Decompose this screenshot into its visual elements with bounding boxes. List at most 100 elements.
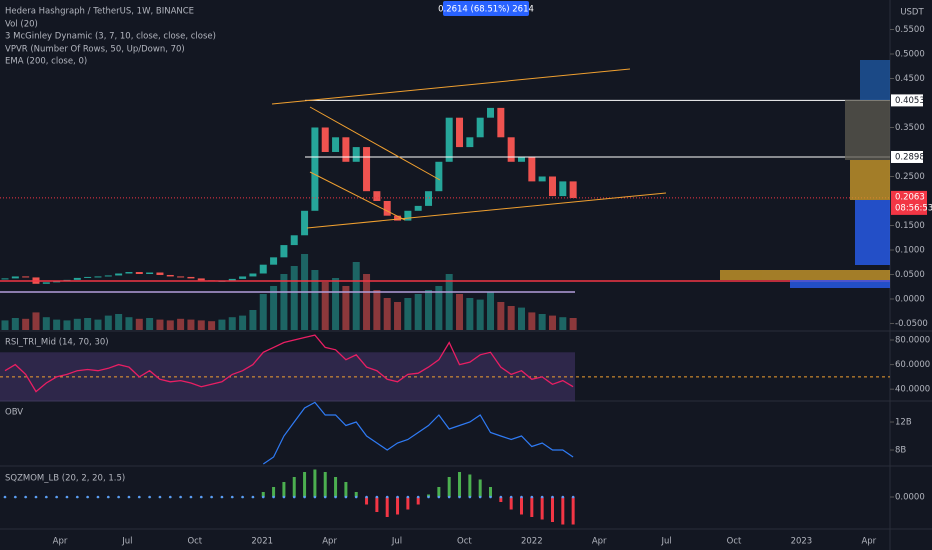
- volume-bar: [115, 314, 123, 330]
- squeeze-dot: [499, 495, 503, 499]
- obv-line: [262, 401, 574, 465]
- volume-bar: [332, 278, 340, 330]
- pane-title: SQZMOM_LB (20, 2, 20, 1.5): [5, 474, 125, 484]
- squeeze-dot: [447, 495, 451, 499]
- y-tick-label: 12B: [895, 418, 912, 428]
- momentum-bar: [540, 497, 544, 520]
- squeeze-dot: [365, 495, 368, 499]
- volume-bar: [11, 318, 19, 330]
- indicator-label: VPVR (Number Of Rows, 50, Up/Down, 70): [5, 45, 185, 55]
- trend-line: [306, 192, 667, 229]
- squeeze-dot: [323, 495, 327, 499]
- momentum-bar: [344, 482, 348, 497]
- candle: [569, 181, 577, 199]
- y-tick-label: 0.0000: [895, 493, 925, 503]
- squeeze-dot: [478, 495, 482, 499]
- x-tick-label: Apr: [322, 537, 337, 547]
- squeeze-dot: [158, 495, 162, 499]
- y-tick-label: 80.0000: [895, 336, 930, 346]
- momentum-bar: [447, 477, 451, 497]
- y-tick-label: 0.2500: [895, 172, 925, 182]
- volume-bar: [208, 321, 216, 330]
- x-tick-label: Apr: [53, 537, 68, 547]
- squeeze-dot: [396, 495, 399, 499]
- momentum-bar: [375, 497, 379, 512]
- x-tick-label: 2022: [521, 537, 543, 547]
- momentum-bar: [292, 477, 296, 497]
- volume-bar: [373, 290, 381, 330]
- volume-bar: [94, 319, 102, 330]
- squeeze-dot: [561, 495, 565, 499]
- squeeze-dot: [65, 495, 69, 499]
- volume-bar: [548, 315, 556, 330]
- squeeze-dot: [520, 495, 523, 499]
- squeeze-dot: [34, 495, 38, 499]
- candle: [518, 156, 525, 162]
- x-tick-label: Apr: [861, 537, 876, 547]
- indicator-label: 3 McGinley Dynamic (3, 7, 10, close, clo…: [5, 32, 216, 42]
- momentum-bar: [272, 487, 276, 497]
- candle: [383, 200, 391, 216]
- y-tick-label: 0.1000: [895, 245, 925, 255]
- momentum-bar: [334, 477, 338, 497]
- volume-bar: [280, 274, 288, 330]
- squeeze-dot: [406, 495, 410, 499]
- squeeze-dot: [427, 495, 430, 499]
- candle: [497, 107, 505, 138]
- y-tick-label: 0.1500: [895, 221, 925, 231]
- volume-bar: [146, 318, 154, 330]
- squeeze-dot: [230, 495, 234, 499]
- squeeze-dot: [24, 495, 27, 499]
- squeeze-dot: [14, 495, 17, 499]
- y-tick-label: 0.5000: [895, 49, 925, 59]
- squeeze-dot: [272, 495, 275, 499]
- volume-bar: [63, 320, 71, 330]
- volume-bar: [135, 318, 143, 330]
- y-tick-label: 0.3500: [895, 123, 925, 133]
- squeeze-dot: [127, 495, 131, 499]
- squeeze-dot: [334, 495, 337, 499]
- candle: [94, 276, 102, 278]
- candle: [104, 275, 112, 277]
- candle: [332, 137, 340, 152]
- momentum-bar: [406, 497, 410, 510]
- momentum-bar: [416, 497, 420, 505]
- volume-bar: [84, 318, 92, 330]
- x-tick-label: Oct: [727, 537, 742, 547]
- momentum-bar: [385, 497, 389, 517]
- volume-bar: [497, 302, 505, 330]
- volume-bar: [487, 291, 495, 330]
- candle: [197, 278, 205, 281]
- momentum-bar: [396, 497, 400, 515]
- x-tick-label: Jul: [660, 537, 671, 547]
- candle: [11, 276, 19, 279]
- volume-bar: [476, 299, 484, 330]
- candle: [321, 127, 329, 152]
- x-tick-label: 2023: [791, 537, 813, 547]
- candle: [311, 127, 319, 211]
- momentum-bar: [313, 469, 317, 497]
- candle: [115, 273, 123, 276]
- momentum-bar: [561, 497, 565, 525]
- squeeze-dot: [189, 495, 193, 499]
- candle: [538, 176, 546, 182]
- volume-bar: [125, 317, 133, 330]
- candle: [228, 278, 236, 281]
- candle: [53, 281, 61, 283]
- squeeze-dot: [179, 495, 182, 499]
- squeeze-dot: [86, 495, 89, 499]
- squeeze-dot: [107, 495, 110, 499]
- squeeze-dot: [251, 495, 255, 499]
- squeeze-dot: [509, 495, 513, 499]
- squeeze-dot: [489, 495, 492, 499]
- candle: [1, 278, 9, 280]
- candle: [42, 282, 50, 284]
- volume-bar: [311, 270, 319, 330]
- squeeze-dot: [45, 495, 48, 499]
- squeeze-dot: [313, 495, 317, 499]
- squeeze-dot: [148, 495, 151, 499]
- candle: [352, 147, 360, 162]
- y-tick-label: -0.0500: [895, 319, 928, 329]
- volume-bar: [187, 319, 195, 330]
- candle: [146, 272, 154, 274]
